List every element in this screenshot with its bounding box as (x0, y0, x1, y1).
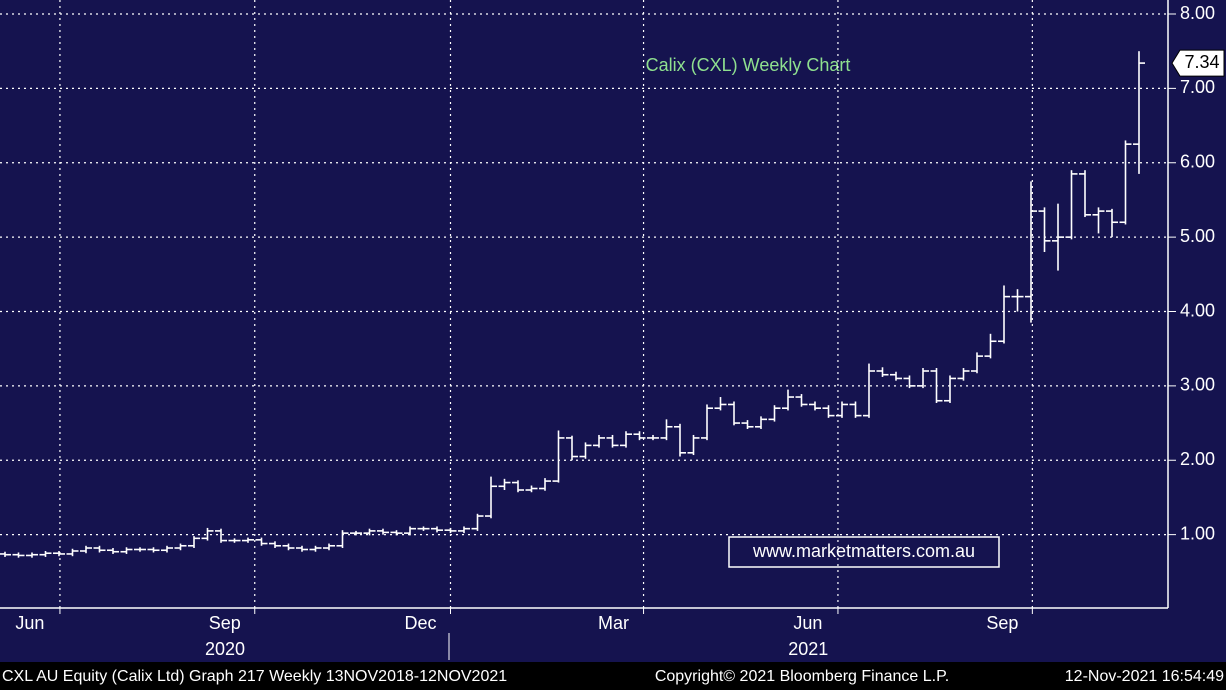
y-tick-label: 6.00 (1180, 152, 1215, 172)
last-price-label: 7.34 (1184, 52, 1219, 72)
x-tick-label: Jun (15, 613, 44, 633)
footer-bar (0, 662, 1226, 690)
x-tick-label: Sep (209, 613, 241, 633)
y-tick-label: 3.00 (1180, 375, 1215, 395)
x-tick-label: Dec (404, 613, 436, 633)
footer-center: Copyright© 2021 Bloomberg Finance L.P. (655, 668, 949, 685)
x-tick-label: Mar (598, 613, 629, 633)
footer-left: CXL AU Equity (Calix Ltd) Graph 217 Week… (2, 668, 507, 685)
y-tick-label: 8.00 (1180, 3, 1215, 23)
y-tick-label: 7.00 (1180, 77, 1215, 97)
background (0, 0, 1226, 662)
year-label: 2020 (205, 639, 245, 659)
x-tick-label: Sep (986, 613, 1018, 633)
year-label: 2021 (788, 639, 828, 659)
footer-right: 12-Nov-2021 16:54:49 (1065, 668, 1224, 685)
y-tick-label: 2.00 (1180, 449, 1215, 469)
last-price-box (1171, 49, 1225, 77)
y-tick-label: 1.00 (1180, 523, 1215, 543)
chart-title: Calix (CXL) Weekly Chart (646, 55, 851, 75)
annotation: www.marketmatters.com.au (752, 541, 975, 561)
y-tick-label: 4.00 (1180, 300, 1215, 320)
x-tick-label: Jun (793, 613, 822, 633)
y-tick-label: 5.00 (1180, 226, 1215, 246)
annotation-box (728, 536, 1000, 568)
